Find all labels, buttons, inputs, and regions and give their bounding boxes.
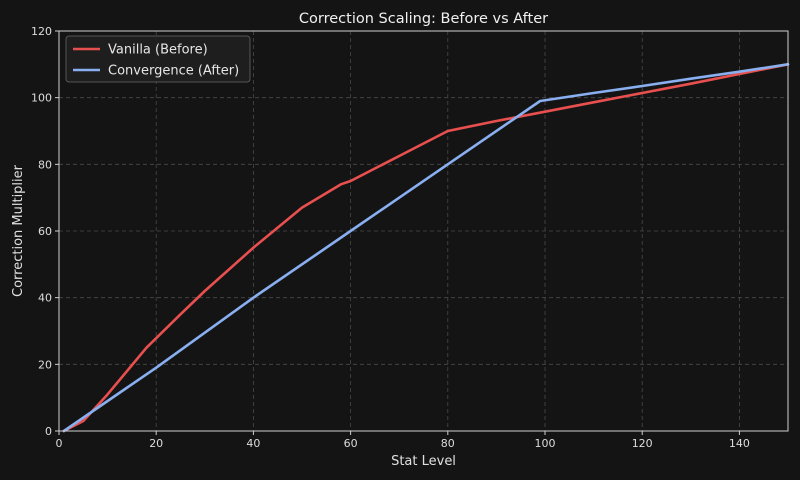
- y-tick-label: 40: [38, 292, 52, 305]
- x-tick-label: 80: [441, 437, 455, 450]
- legend-entry-label: Convergence (After): [108, 64, 239, 79]
- x-tick-label: 120: [632, 437, 653, 450]
- series-line-convergence: [62, 63, 790, 433]
- legend: Vanilla (Before) Convergence (After): [65, 35, 251, 83]
- x-tick-label: 0: [56, 437, 63, 450]
- series-line-vanilla: [62, 63, 790, 433]
- grid-layer: [58, 30, 788, 432]
- y-axis-label: Correction Multiplier: [11, 164, 26, 297]
- plot-frame: [58, 30, 789, 432]
- series-layer: [62, 63, 790, 433]
- legend-box: [65, 35, 251, 83]
- y-tick-label: 100: [31, 92, 52, 105]
- chart-title: Correction Scaling: Before vs After: [299, 11, 548, 27]
- x-tick-label: 60: [344, 437, 358, 450]
- legend-entry-label: Vanilla (Before): [108, 43, 208, 58]
- x-tick-label: 20: [149, 437, 163, 450]
- y-tick-label: 0: [45, 425, 52, 438]
- tick-layer: 0 20 40 60 80 100 120 140 0 20 40 60 80 100 120: [31, 25, 750, 450]
- y-tick-label: 120: [31, 25, 52, 38]
- y-tick-label: 80: [38, 158, 52, 171]
- y-tick-label: 60: [38, 225, 52, 238]
- x-tick-label: 100: [535, 437, 556, 450]
- x-tick-label: 140: [729, 437, 750, 450]
- y-tick-label: 20: [38, 358, 52, 371]
- x-axis-label: Stat Level: [391, 454, 456, 469]
- x-tick-label: 40: [246, 437, 260, 450]
